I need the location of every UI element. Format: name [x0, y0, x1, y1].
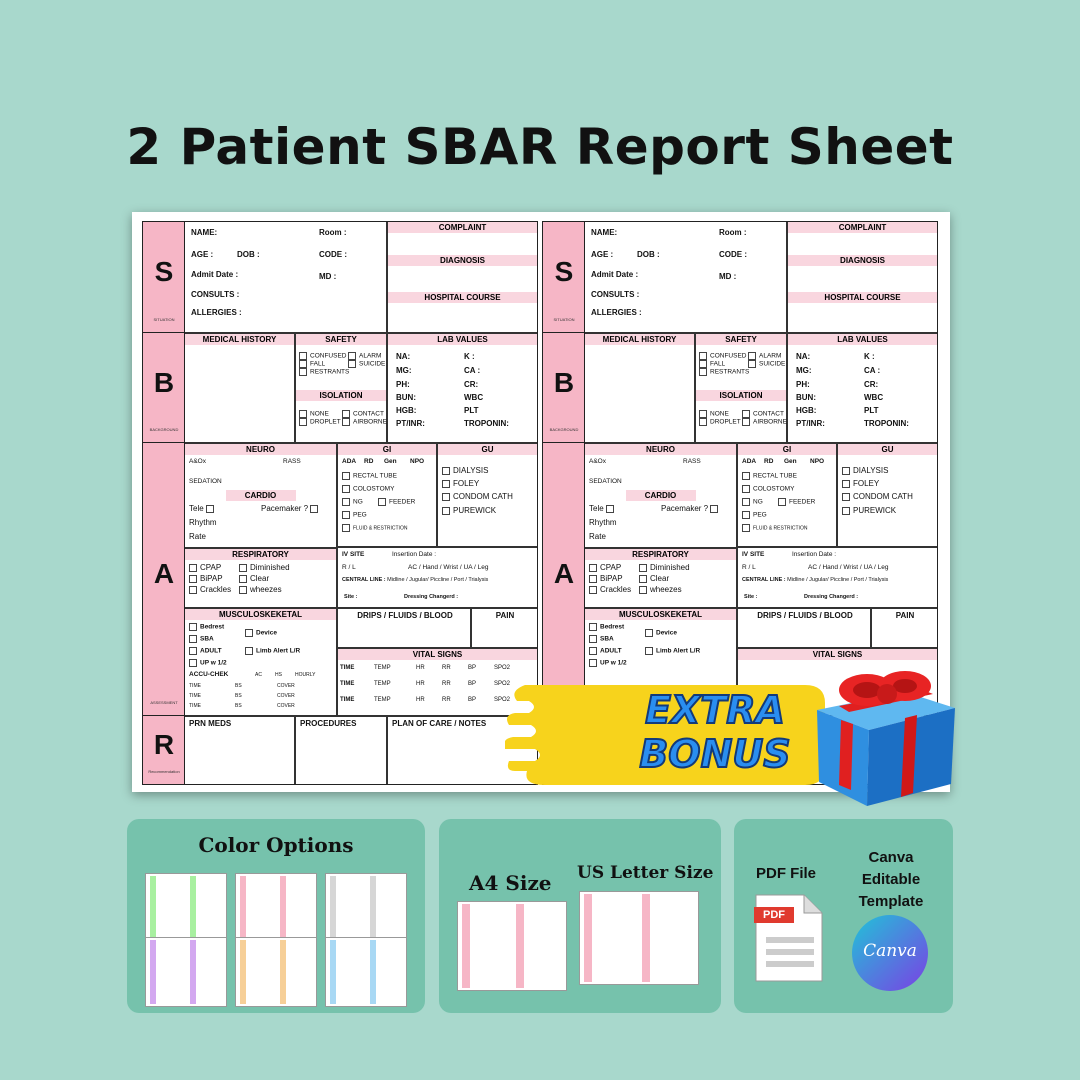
page-title: 2 Patient SBAR Report Sheet: [126, 118, 954, 176]
vitals-cell: RR: [442, 665, 451, 671]
gi-panel: GI ADA RD Gen NPO RECTAL TUBE COLOSTOMY …: [337, 443, 437, 547]
canva-template-label: Canva Editable Template: [858, 849, 924, 910]
situation-patient-info-2: NAME: Room : AGE : DOB : CODE : Admit Da…: [585, 222, 787, 333]
recommendation-strip: R Recommendation: [143, 716, 185, 784]
pain-panel-2: PAIN: [871, 608, 937, 648]
gu-panel: GU DIALYSIS FOLEY CONDOM CATH PUREWICK: [437, 443, 537, 547]
vitals-cell: BP: [468, 681, 477, 687]
vitals-cell: TEMP: [374, 697, 391, 703]
thumb-pink: [235, 873, 317, 943]
assessment-label: ASSESSMENT: [150, 700, 178, 705]
procedures-panel: PROCEDURES: [295, 716, 387, 784]
letter-s: S: [154, 256, 174, 288]
assessment-strip: A ASSESSMENT: [143, 443, 185, 716]
file-format-card: PDF File PDF Canva Editable Template Can…: [734, 819, 953, 1013]
lab-values-panel: LAB VALUES NA: MG: PH: BUN: HGB: PT/INR:…: [387, 333, 537, 443]
gift-box-icon: [817, 671, 955, 806]
plan-of-care-panel: PLAN OF CARE / NOTES: [387, 716, 537, 784]
safety-panel-2: SAFETY CONFUSED FALL RESTRANTS ALARM SUI…: [695, 333, 787, 443]
background-strip: B BACKGROUND: [143, 333, 185, 443]
neuro-panel: NEURO A&Ox RASS SEDATION: [185, 443, 337, 495]
letter-r: R: [153, 729, 175, 761]
vitals-cell: SPO2: [494, 681, 511, 687]
cardio-panel: CARDIO Tele Pacemaker ? Rhythm Rate: [185, 490, 337, 548]
thumb-gray: [325, 873, 407, 943]
background-strip-2: B BACKGROUND: [543, 333, 585, 443]
safety-panel: SAFETY CONFUSED FALL RESTRANTS ALARM SUI…: [295, 333, 387, 443]
iv-site-panel-2: IV SITE Insertion Date : R / L AC / Hand…: [737, 547, 937, 608]
vitals-cell: HR: [416, 681, 425, 687]
neuro-panel-2: NEURO A&Ox RASS SEDATION: [585, 443, 737, 495]
iv-site-panel: IV SITE Insertion Date : R / L AC / Hand…: [337, 547, 537, 608]
paper-size-card: A4 Size US Letter Size: [439, 819, 721, 1013]
vitals-cell: SPO2: [494, 665, 511, 671]
vitals-cell: TIME: [340, 681, 355, 687]
vital-signs-panel: VITAL SIGNS TIME TEMP HR RR BP SPO2 TIME TEMP HR…: [337, 648, 537, 716]
respiratory-panel-2: RESPIRATORY CPAP BiPAP Crackles Diminish…: [585, 548, 737, 608]
thumb-blue: [325, 937, 407, 1007]
isolation-header: ISOLATION: [296, 390, 386, 401]
vitals-cell: RR: [442, 697, 451, 703]
extra-bonus-text: EXTRA BONUS: [638, 687, 791, 777]
a4-size-label: A4 Size: [469, 871, 552, 895]
bonus-banner-shape: [505, 685, 825, 785]
letter-a: A: [153, 558, 175, 590]
situation-strip-2: S SITUATION: [543, 222, 585, 333]
pdf-file-label: PDF File: [756, 865, 817, 882]
diagnosis-header: DIAGNOSIS: [388, 255, 537, 266]
us-letter-thumbnail: [579, 891, 699, 985]
a4-thumbnail: [457, 901, 567, 991]
us-letter-size-label: US Letter Size: [577, 863, 714, 883]
gi-panel-2: GI ADA RD Gen NPO RECTAL TUBE COLOSTOMY …: [737, 443, 837, 547]
vitals-cell: SPO2: [494, 697, 511, 703]
recommendation-label: Recommendation: [148, 769, 180, 774]
hospital-course-header: HOSPITAL COURSE: [388, 292, 537, 303]
vitals-cell: HR: [416, 665, 425, 671]
canva-logo-icon: Canva: [852, 915, 928, 991]
color-options-card: Color Options: [127, 819, 425, 1013]
vitals-cell: HR: [416, 697, 425, 703]
patient-sheet-left: S SITUATION B BACKGROUND A ASSESSMENT R …: [142, 221, 538, 785]
situation-complaint-panel: COMPLAINT DIAGNOSIS HOSPITAL COURSE: [387, 222, 537, 333]
prn-meds-panel: PRN MEDS: [185, 716, 295, 784]
thumb-green: [145, 873, 227, 943]
color-options-title: Color Options: [198, 833, 354, 857]
gu-panel-2: GU DIALYSIS FOLEY CONDOM CATH PUREWICK: [837, 443, 937, 547]
background-label: BACKGROUND: [149, 427, 179, 432]
situation-complaint-panel-2: COMPLAINT DIAGNOSIS HOSPITAL COURSE: [787, 222, 937, 333]
drips-panel-2: DRIPS / FLUIDS / BLOOD: [737, 608, 871, 648]
thumb-purple: [145, 937, 227, 1007]
medical-history-panel-2: MEDICAL HISTORY: [585, 333, 695, 443]
vitals-cell: TEMP: [374, 665, 391, 671]
lab-values-panel-2: LAB VALUES NA: MG: PH: BUN: HGB: PT/INR:…: [787, 333, 937, 443]
letter-b: B: [153, 366, 175, 398]
complaint-header: COMPLAINT: [388, 222, 537, 233]
pdf-badge: PDF: [754, 907, 794, 923]
situation-strip: S SITUATION: [143, 222, 185, 333]
musculoskeletal-panel: MUSCULOSKEKETAL Bedrest SBA ADULT UP w 1…: [185, 608, 337, 716]
vitals-cell: BP: [468, 697, 477, 703]
vitals-cell: TEMP: [374, 681, 391, 687]
cardio-panel-2: CARDIO Tele Pacemaker ? Rhythm Rate: [585, 490, 737, 548]
situation-patient-info: NAME: Room : AGE : DOB : CODE : Admit Da…: [185, 222, 387, 333]
thumb-orange: [235, 937, 317, 1007]
vitals-cell: TIME: [340, 665, 355, 671]
pain-panel: PAIN: [471, 608, 537, 648]
vitals-cell: TIME: [340, 697, 355, 703]
drips-panel: DRIPS / FLUIDS / BLOOD: [337, 608, 471, 648]
vitals-cell: RR: [442, 681, 451, 687]
medical-history-panel: MEDICAL HISTORY: [185, 333, 295, 443]
vitals-cell: BP: [468, 665, 477, 671]
situation-label: SITUATION: [153, 317, 175, 322]
respiratory-panel: RESPIRATORY CPAP BiPAP Crackles Diminish…: [185, 548, 337, 608]
